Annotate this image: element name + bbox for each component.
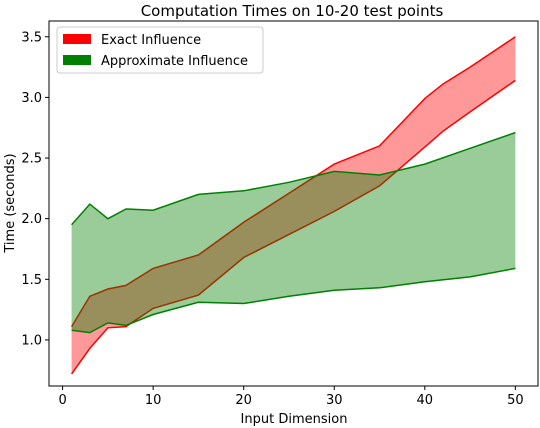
lower-line-approximate-influence xyxy=(71,267,516,334)
y-tick-label: 2.0 xyxy=(21,212,42,227)
x-tick-label: 0 xyxy=(58,393,66,408)
x-axis: 0 10 20 30 40 50 xyxy=(58,386,524,408)
legend: Exact Influence Approximate Influence xyxy=(56,26,264,74)
y-tick-label: 3.5 xyxy=(21,30,42,45)
plot-areas xyxy=(70,36,516,375)
y-tick-label: 1.5 xyxy=(21,273,42,288)
x-tick-label: 40 xyxy=(417,393,434,408)
legend-label: Approximate Influence xyxy=(101,54,248,69)
y-tick-label: 2.5 xyxy=(21,152,42,167)
legend-swatch xyxy=(63,55,91,65)
area-approximate-influence xyxy=(71,132,516,333)
y-tick-label: 3.0 xyxy=(21,91,42,106)
upper-line-exact-influence xyxy=(70,36,516,327)
legend-box xyxy=(56,26,264,74)
x-axis-label: Input Dimension xyxy=(241,412,348,427)
legend-label: Exact Influence xyxy=(101,33,201,48)
x-tick-label: 50 xyxy=(507,393,524,408)
x-tick-label: 10 xyxy=(145,393,162,408)
y-axis-label: Time (seconds) xyxy=(3,153,18,253)
y-tick-label: 1.0 xyxy=(21,333,42,348)
area-exact-influence xyxy=(71,36,516,374)
chart-title: Computation Times on 10-20 test points xyxy=(141,2,444,20)
upper-line-approximate-influence xyxy=(71,131,516,226)
legend-swatch xyxy=(63,34,91,44)
plot-frame xyxy=(48,20,539,387)
y-axis: 1.0 1.5 2.0 2.5 3.0 3.5 xyxy=(21,30,49,348)
x-tick-label: 30 xyxy=(326,393,343,408)
lower-line-exact-influence xyxy=(70,79,516,375)
x-tick-label: 20 xyxy=(235,393,252,408)
